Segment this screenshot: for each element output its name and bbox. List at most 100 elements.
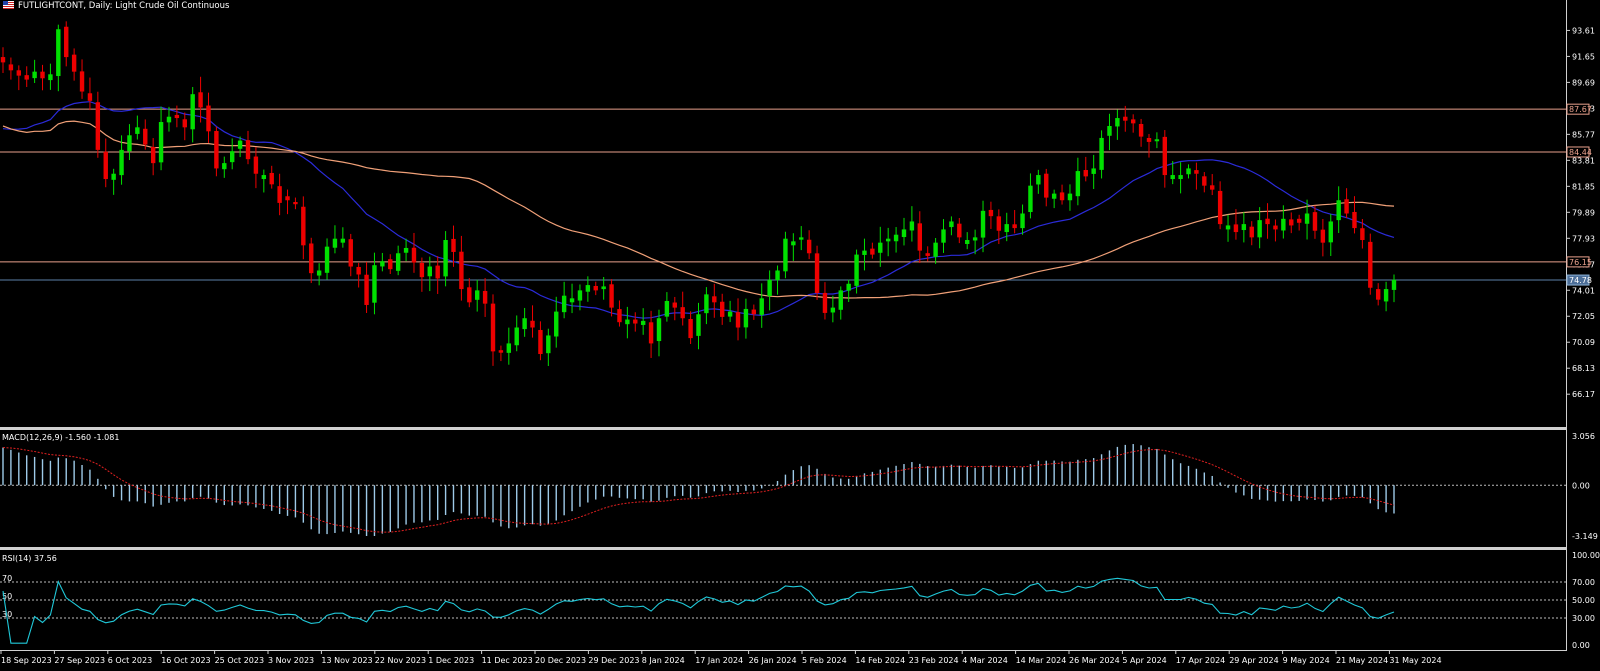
candle[interactable] — [245, 130, 251, 165]
candle[interactable] — [664, 292, 670, 322]
candle[interactable] — [48, 63, 53, 90]
candle[interactable] — [965, 232, 970, 250]
candle[interactable] — [1352, 196, 1357, 234]
candle[interactable] — [1344, 188, 1349, 218]
candle[interactable] — [704, 287, 709, 325]
candle[interactable] — [0, 47, 6, 74]
candle[interactable] — [1265, 203, 1270, 239]
candle[interactable] — [1154, 132, 1160, 149]
candle[interactable] — [601, 276, 606, 300]
candle[interactable] — [862, 238, 867, 271]
candle[interactable] — [972, 229, 978, 255]
candle[interactable] — [672, 296, 677, 321]
candle[interactable] — [364, 261, 369, 313]
candle[interactable] — [79, 59, 85, 99]
candle[interactable] — [1289, 212, 1294, 234]
candle[interactable] — [135, 115, 140, 140]
candle[interactable] — [1186, 164, 1191, 179]
candle[interactable] — [237, 136, 243, 158]
candle[interactable] — [190, 86, 195, 143]
candle[interactable] — [32, 59, 37, 84]
candle[interactable] — [909, 206, 915, 242]
panel-separator-macd[interactable] — [0, 427, 1566, 430]
candle[interactable] — [475, 279, 480, 312]
candle[interactable] — [380, 252, 385, 272]
candle[interactable] — [1099, 130, 1104, 179]
candle[interactable] — [269, 165, 274, 189]
candle[interactable] — [759, 283, 764, 328]
candle[interactable] — [838, 286, 843, 320]
candle[interactable] — [56, 24, 61, 92]
candle[interactable] — [656, 309, 662, 357]
candle[interactable] — [957, 217, 962, 244]
candle[interactable] — [933, 238, 938, 264]
candle[interactable] — [490, 294, 496, 366]
candle[interactable] — [1036, 169, 1041, 194]
candle[interactable] — [735, 298, 741, 341]
candle[interactable] — [293, 197, 298, 210]
candle[interactable] — [609, 279, 614, 317]
candle[interactable] — [1241, 212, 1247, 243]
candle[interactable] — [1051, 189, 1057, 209]
candle[interactable] — [111, 168, 116, 195]
candle[interactable] — [1210, 174, 1215, 196]
candle[interactable] — [8, 57, 14, 80]
candle[interactable] — [1004, 212, 1009, 242]
candle[interactable] — [996, 209, 1002, 245]
candle[interactable] — [941, 219, 946, 253]
candle[interactable] — [1360, 219, 1365, 249]
candle[interactable] — [569, 283, 575, 314]
candle[interactable] — [467, 278, 472, 308]
candle[interactable] — [1012, 210, 1017, 234]
candle[interactable] — [783, 231, 788, 279]
candle[interactable] — [949, 216, 954, 236]
candle[interactable] — [87, 77, 93, 111]
candle[interactable] — [1044, 168, 1049, 207]
candle[interactable] — [870, 242, 875, 259]
candle[interactable] — [1296, 214, 1302, 231]
candle[interactable] — [885, 227, 891, 257]
candle[interactable] — [830, 295, 836, 323]
candle[interactable] — [459, 235, 464, 301]
horizontal-levels[interactable] — [0, 108, 1566, 281]
candle[interactable] — [277, 173, 282, 216]
candle[interactable] — [648, 310, 654, 358]
candle[interactable] — [1320, 219, 1326, 257]
candle[interactable] — [332, 225, 338, 254]
candle[interactable] — [917, 211, 922, 264]
candle[interactable] — [1067, 184, 1073, 211]
time-axis[interactable]: 18 Sep 2023 27 Sep 2023 6 Oct 2023 16 Oct 2… — [0, 650, 1442, 665]
candle[interactable] — [1075, 157, 1081, 206]
candle[interactable] — [419, 257, 425, 292]
candle[interactable] — [585, 276, 591, 302]
candle[interactable] — [309, 237, 314, 284]
candle[interactable] — [435, 256, 440, 294]
candle[interactable] — [324, 238, 330, 280]
candle[interactable] — [538, 321, 543, 361]
candle[interactable] — [554, 296, 559, 348]
candle[interactable] — [443, 231, 448, 287]
candle[interactable] — [206, 92, 211, 143]
candle[interactable] — [799, 226, 804, 251]
candle[interactable] — [514, 315, 519, 352]
candle[interactable] — [1375, 283, 1381, 306]
candle[interactable] — [182, 112, 187, 141]
candle[interactable] — [854, 249, 859, 294]
candle[interactable] — [1146, 133, 1152, 158]
candle[interactable] — [561, 281, 567, 319]
candle[interactable] — [577, 284, 583, 311]
candle[interactable] — [1083, 156, 1088, 182]
candle[interactable] — [743, 298, 749, 339]
candle[interactable] — [791, 233, 796, 261]
candle[interactable] — [150, 138, 156, 176]
candle[interactable] — [893, 227, 899, 253]
candle[interactable] — [229, 138, 235, 170]
candlesticks[interactable] — [0, 21, 1397, 366]
candle[interactable] — [222, 156, 227, 178]
candle[interactable] — [403, 238, 409, 262]
candle[interactable] — [1391, 274, 1397, 303]
candle[interactable] — [680, 291, 685, 326]
candle[interactable] — [16, 65, 22, 91]
candle[interactable] — [372, 252, 377, 315]
